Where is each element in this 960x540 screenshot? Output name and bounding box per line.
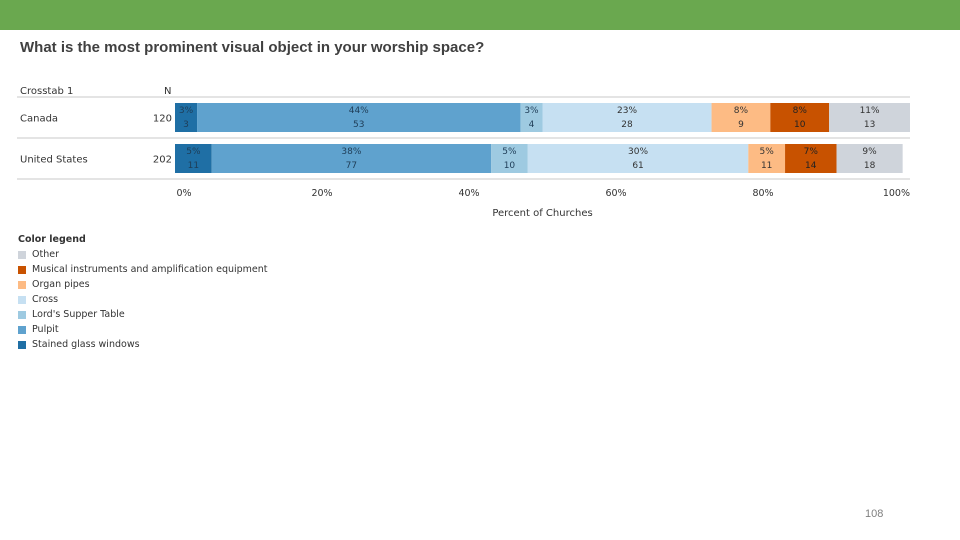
x-tick-label: 60% [605,188,626,199]
bar-segment [211,144,492,173]
x-axis-title: Percent of Churches [492,208,592,219]
segment-percent-label: 8% [734,106,749,116]
row-n-value: 120 [153,114,172,125]
page-number: 108 [865,508,884,520]
segment-percent-label: 44% [349,106,369,116]
x-tick-label: 0% [176,188,191,199]
legend-label: Stained glass windows [32,339,140,350]
segment-percent-label: 30% [628,147,648,157]
legend-item: Stained glass windows [18,337,268,352]
segment-count-label: 10 [504,161,516,171]
segment-percent-label: 3% [179,106,194,116]
legend-item: Lord's Supper Table [18,307,268,322]
segment-percent-label: 8% [793,106,808,116]
legend-label: Other [32,249,59,260]
legend-swatch [18,250,26,259]
segment-count-label: 77 [346,161,357,171]
segment-count-label: 14 [805,161,817,171]
bar-segment [711,103,771,132]
segment-count-label: 4 [529,120,535,130]
segment-percent-label: 5% [186,147,201,157]
legend-item: Other [18,247,268,262]
slide-title: What is the most prominent visual object… [20,39,485,56]
bar-segment [836,144,903,173]
segment-percent-label: 3% [524,106,539,116]
legend-swatch [18,310,26,319]
segment-count-label: 13 [864,120,875,130]
segment-percent-label: 9% [862,147,877,157]
bar-segment [175,103,198,132]
bar-segment [527,144,749,173]
bar-segment [829,103,910,132]
x-tick-label: 40% [458,188,479,199]
segment-percent-label: 5% [760,147,775,157]
bar-segment [491,144,528,173]
header-n-label: N [164,86,171,97]
x-tick-label: 20% [311,188,332,199]
legend-item: Pulpit [18,322,268,337]
segment-percent-label: 11% [860,106,880,116]
segment-count-label: 9 [738,120,744,130]
legend-item: Organ pipes [18,277,268,292]
bar-segment [197,103,521,132]
row-n-value: 202 [153,155,172,166]
x-tick-label: 100% [883,188,910,199]
legend-item: Musical instruments and amplification eq… [18,262,268,277]
bar-segment [748,144,786,173]
legend-label: Lord's Supper Table [32,309,125,320]
segment-count-label: 61 [632,161,643,171]
legend-label: Musical instruments and amplification eq… [32,264,268,275]
header-crosstab-label: Crosstab 1 [20,86,73,97]
bar-segment [175,144,212,173]
top-accent-bar [0,0,960,30]
x-tick-label: 80% [752,188,773,199]
segment-count-label: 3 [183,120,189,130]
legend-swatch [18,340,26,349]
legend-title: Color legend [18,234,86,245]
legend-swatch [18,280,26,289]
segment-percent-label: 23% [617,106,637,116]
row-category-label: Canada [20,114,58,125]
segment-count-label: 28 [621,120,633,130]
color-legend: Color legend Other Musical instruments an… [18,233,268,352]
stacked-bar-chart: Crosstab 1 N Canada 120 3% 3 44% 53 3% 4 23% 28 8% 9 8… [17,86,910,219]
legend-label: Pulpit [32,324,59,335]
row-category-label: United States [20,155,88,166]
segment-count-label: 11 [761,161,772,171]
segment-percent-label: 38% [341,147,361,157]
legend-item: Cross [18,292,268,307]
segment-count-label: 18 [864,161,876,171]
legend-swatch [18,325,26,334]
bar-segment [520,103,543,132]
segment-count-label: 11 [188,161,199,171]
segment-count-label: 10 [794,120,806,130]
bar-segment [785,144,837,173]
segment-count-label: 53 [353,120,364,130]
segment-percent-label: 5% [502,147,517,157]
legend-label: Organ pipes [32,279,90,290]
legend-label: Cross [32,294,59,305]
legend-swatch [18,265,26,274]
legend-swatch [18,295,26,304]
bar-segment [770,103,830,132]
segment-percent-label: 7% [804,147,819,157]
bar-segment [542,103,712,132]
